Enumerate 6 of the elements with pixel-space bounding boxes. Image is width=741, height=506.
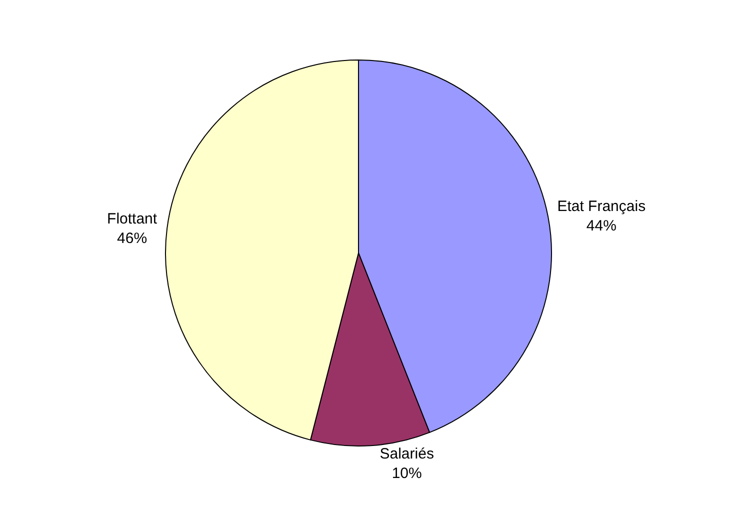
data-label: 10% [392, 465, 422, 482]
data-label: 44% [586, 217, 616, 234]
slice-label: Flottant [107, 210, 158, 228]
data-label: 46% [117, 230, 148, 247]
slice-label: Etat Français [557, 198, 646, 215]
slice-label: Salariés [380, 446, 434, 463]
